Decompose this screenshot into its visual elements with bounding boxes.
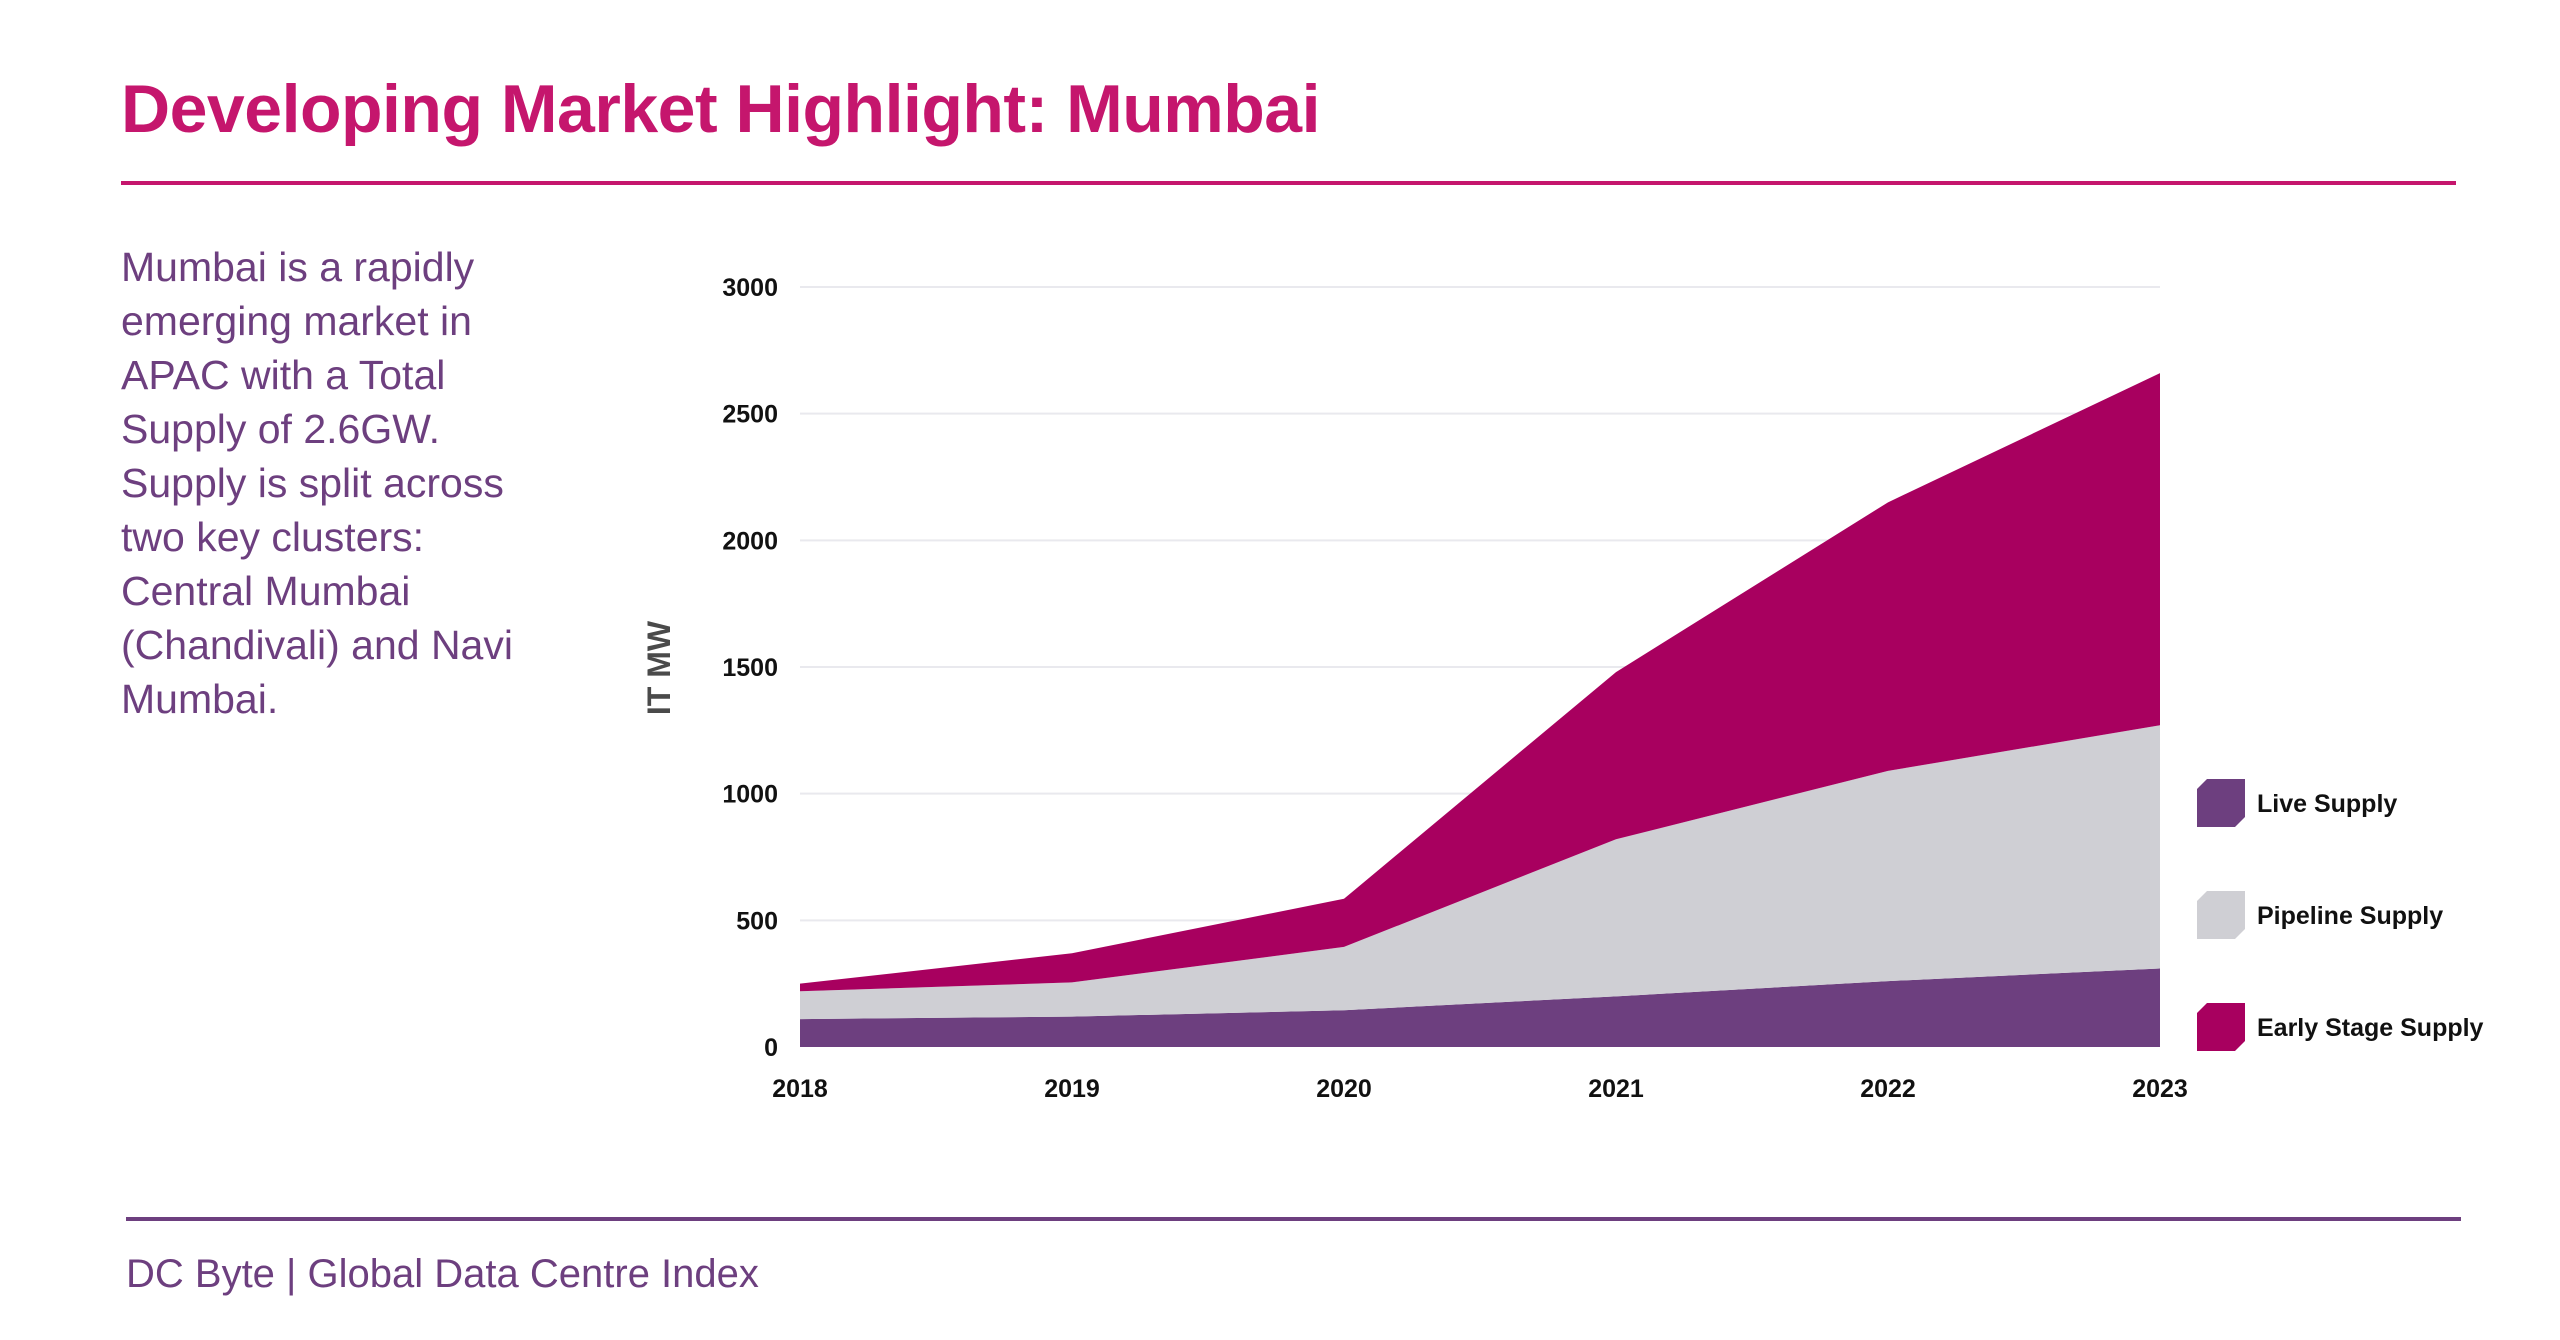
legend-swatch [2197,779,2245,827]
y-tick-label: 3000 [722,274,778,302]
legend-swatch [2197,1003,2245,1051]
y-tick-label: 0 [764,1034,778,1062]
x-tick-label: 2022 [1860,1075,1916,1103]
title-divider [121,181,2456,185]
legend-label: Live Supply [2257,790,2397,818]
footer-divider [126,1217,2461,1221]
y-tick-label: 2000 [722,527,778,555]
x-axis: 2018 2019 2020 2021 2022 2023 [772,1075,2188,1103]
y-tick-label: 1000 [722,781,778,809]
x-tick-label: 2020 [1316,1075,1372,1103]
x-tick-label: 2021 [1588,1075,1644,1103]
x-tick-label: 2023 [2132,1075,2188,1103]
y-axis: 0 500 1000 1500 2000 2500 3000 [722,274,778,1062]
market-description: Mumbai is a rapidly emerging market in A… [121,244,513,722]
area-early-stage-supply [800,373,2160,992]
y-tick-label: 2500 [722,401,778,429]
y-tick-label: 1500 [722,654,778,682]
legend-swatch [2197,891,2245,939]
chart-legend: Live Supply Pipeline Supply Early Stage Su… [2197,779,2484,1051]
footer-source: DC Byte | Global Data Centre Index [126,1252,759,1296]
area-live-supply [800,968,2160,1047]
y-tick-label: 500 [736,907,778,935]
area-pipeline-supply [800,725,2160,1020]
legend-label: Early Stage Supply [2257,1014,2484,1042]
y-axis-title: IT MW [641,620,677,715]
legend-label: Pipeline Supply [2257,902,2443,930]
page-title: Developing Market Highlight: Mumbai [121,71,1321,147]
area-series [800,373,2160,1047]
x-tick-label: 2019 [1044,1075,1100,1103]
x-tick-label: 2018 [772,1075,828,1103]
